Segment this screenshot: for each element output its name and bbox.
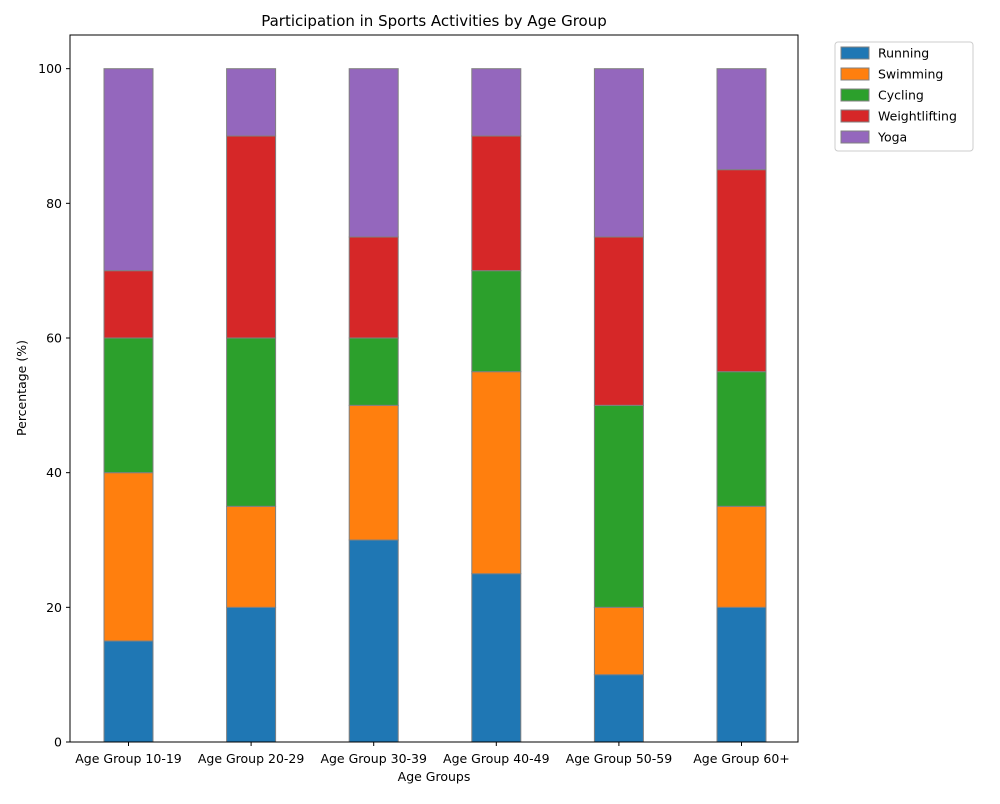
- legend-swatch-swimming: [840, 67, 870, 81]
- legend-label-swimming: Swimming: [878, 67, 943, 82]
- bar-weightlifting-1: [103, 270, 154, 339]
- bar-swimming-1: [103, 472, 154, 642]
- bar-running-1: [103, 640, 154, 743]
- legend-swatch-running: [840, 46, 870, 60]
- y-tick-label: 80: [46, 196, 62, 211]
- x-tick-label: Age Group 30-39: [320, 751, 427, 766]
- legend-swatch-weightlifting: [840, 109, 870, 123]
- plot-frame: [69, 34, 799, 743]
- bar-running-5: [593, 674, 644, 743]
- x-tick-label: Age Group 60+: [693, 751, 790, 766]
- chart-title: Participation in Sports Activities by Ag…: [261, 12, 607, 30]
- bar-yoga-1: [103, 68, 154, 272]
- bar-running-6: [716, 606, 767, 743]
- bar-cycling-5: [593, 404, 644, 608]
- bars-group: [103, 68, 767, 743]
- bar-cycling-4: [471, 270, 522, 373]
- y-tick-label: 0: [54, 735, 62, 750]
- bar-swimming-5: [593, 606, 644, 676]
- bar-weightlifting-2: [226, 135, 277, 339]
- bar-weightlifting-3: [348, 236, 399, 339]
- legend: Running Swimming Cycling Weightlifting Yoga: [834, 41, 974, 152]
- bar-yoga-5: [593, 68, 644, 238]
- bar-weightlifting-4: [471, 135, 522, 272]
- x-tick-label: Age Group 10-19: [75, 751, 182, 766]
- x-axis: Age Group 10-19 Age Group 20-29 Age Group …: [75, 742, 790, 766]
- x-tick-label: Age Group 40-49: [443, 751, 550, 766]
- bar-cycling-2: [226, 337, 277, 507]
- x-axis-title: Age Groups: [398, 769, 471, 784]
- bar-weightlifting-5: [593, 236, 644, 406]
- bar-swimming-6: [716, 505, 767, 608]
- legend-label-weightlifting: Weightlifting: [878, 109, 957, 124]
- bar-yoga-4: [471, 68, 522, 137]
- bar-cycling-6: [716, 371, 767, 507]
- bar-cycling-3: [348, 337, 399, 406]
- bar-yoga-2: [226, 68, 277, 137]
- y-tick-label: 40: [46, 465, 62, 480]
- legend-swatch-cycling: [840, 88, 870, 102]
- legend-label-cycling: Cycling: [878, 88, 924, 103]
- bar-running-4: [471, 573, 522, 743]
- bar-swimming-4: [471, 371, 522, 575]
- bar-swimming-3: [348, 404, 399, 541]
- y-axis-title: Percentage (%): [14, 340, 29, 436]
- legend-label-running: Running: [878, 46, 929, 61]
- legend-swatch-yoga: [840, 130, 870, 144]
- y-axis: 0 20 40 60 80 100: [38, 61, 70, 750]
- bar-running-2: [226, 606, 277, 743]
- y-tick-label: 60: [46, 331, 62, 346]
- x-tick-label: Age Group 20-29: [198, 751, 305, 766]
- y-tick-label: 20: [46, 600, 62, 615]
- bar-weightlifting-6: [716, 169, 767, 373]
- bar-cycling-1: [103, 337, 154, 474]
- bar-yoga-6: [716, 68, 767, 171]
- x-tick-label: Age Group 50-59: [566, 751, 673, 766]
- bar-running-3: [348, 539, 399, 743]
- bar-swimming-2: [226, 505, 277, 608]
- bar-yoga-3: [348, 68, 399, 238]
- y-tick-label: 100: [38, 61, 62, 76]
- legend-label-yoga: Yoga: [877, 130, 907, 145]
